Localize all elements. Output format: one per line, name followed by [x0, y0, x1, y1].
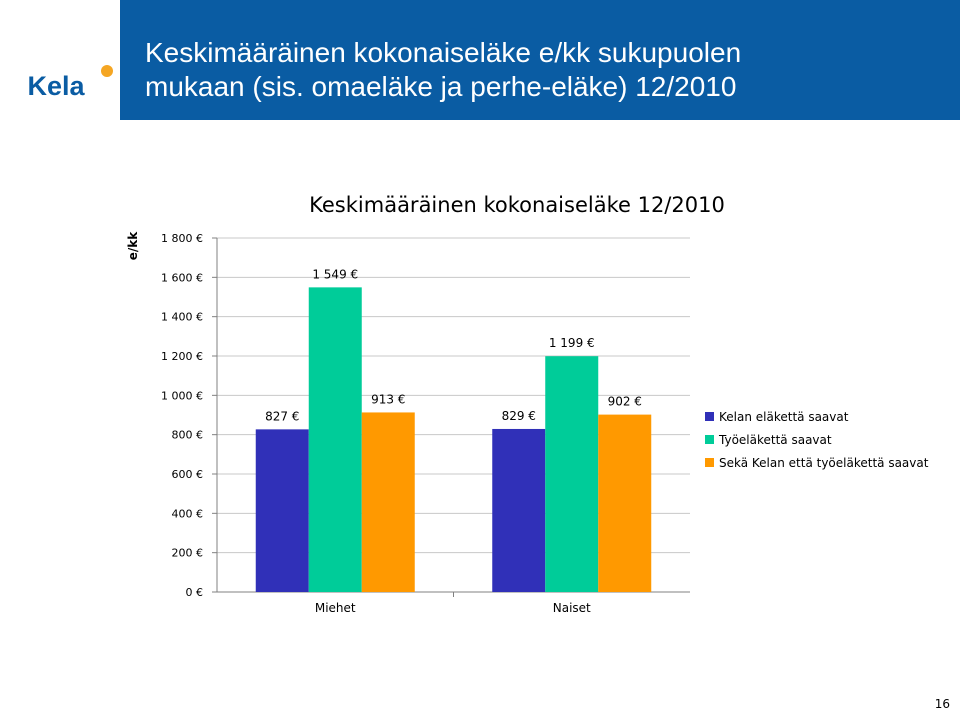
data-label: 1 199 €	[549, 336, 595, 350]
kela-logo-icon: Kela	[27, 65, 113, 101]
legend-swatch	[705, 412, 714, 421]
bar	[255, 429, 309, 592]
slide-header: Kela Keskimääräinen kokonaiseläke e/kk s…	[0, 0, 960, 120]
bar	[361, 412, 415, 592]
data-label: 902 €	[608, 395, 642, 409]
bar	[545, 356, 599, 592]
slide-title: Keskimääräinen kokonaiseläke e/kk sukupu…	[145, 36, 945, 104]
legend-label: Työeläkettä saavat	[718, 433, 832, 447]
data-label: 1 549 €	[312, 267, 358, 281]
legend-swatch	[705, 458, 714, 467]
slide-title-line-2: mukaan (sis. omaeläke ja perhe-eläke) 12…	[145, 71, 737, 102]
y-tick-label: 400 €	[172, 507, 204, 520]
y-tick-label: 800 €	[172, 429, 204, 442]
data-label: 913 €	[371, 392, 405, 406]
bar	[598, 414, 652, 592]
x-tick-label: Miehet	[315, 601, 356, 615]
bar	[308, 287, 362, 592]
y-tick-label: 200 €	[172, 547, 204, 560]
bar	[492, 428, 546, 592]
y-tick-label: 600 €	[172, 468, 204, 481]
y-tick-label: 1 400 €	[161, 311, 203, 324]
data-label: 827 €	[265, 409, 299, 423]
x-tick-label: Naiset	[553, 601, 591, 615]
kela-logo: Kela	[0, 0, 120, 120]
slide-title-line-1: Keskimääräinen kokonaiseläke e/kk sukupu…	[145, 37, 742, 68]
y-tick-label: 1 000 €	[161, 389, 203, 402]
legend-label: Kelan eläkettä saavat	[719, 410, 849, 424]
chart-title: Keskimääräinen kokonaiseläke 12/2010	[309, 193, 725, 217]
legend-label: Sekä Kelan että työeläkettä saavat	[719, 456, 929, 470]
logo-badge-icon	[101, 65, 113, 77]
page-number: 16	[934, 697, 950, 711]
y-tick-label: 1 600 €	[161, 271, 203, 284]
y-tick-label: 0 €	[186, 586, 204, 599]
logo-text: Kela	[27, 71, 85, 101]
legend-swatch	[705, 435, 714, 444]
y-tick-label: 1 200 €	[161, 350, 203, 363]
data-label: 829 €	[502, 409, 536, 423]
y-axis-label: e/kk	[126, 231, 140, 261]
y-tick-label: 1 800 €	[161, 232, 203, 245]
